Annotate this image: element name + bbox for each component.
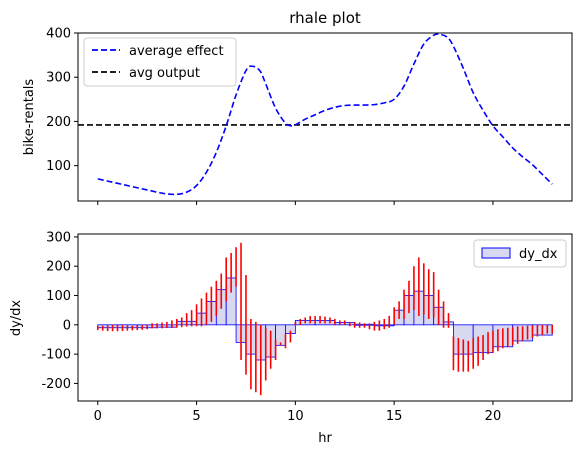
top-legend: average effect avg output bbox=[83, 37, 237, 87]
bottom-x-tick-label: 5 bbox=[192, 409, 200, 424]
bottom-x-tick-label: 10 bbox=[287, 409, 304, 424]
bottom-x-tick-label: 15 bbox=[386, 409, 403, 424]
top-panel: rhale plot bike-rentals 100 200 300 400 ave… bbox=[22, 9, 573, 205]
bottom-x-tick-label: 20 bbox=[485, 409, 502, 424]
top-y-axis-ticks: 100 200 300 400 bbox=[46, 27, 78, 174]
top-y-tick-label: 300 bbox=[46, 71, 71, 86]
bottom-y-tick-label: -100 bbox=[41, 348, 71, 363]
bottom-x-tick-label: 0 bbox=[94, 409, 102, 424]
bottom-y-tick-label: 200 bbox=[46, 260, 71, 275]
bottom-y-tick-label: 0 bbox=[63, 318, 71, 333]
top-y-tick-label: 400 bbox=[46, 27, 71, 42]
legend-dy-dx-label: dy_dx bbox=[519, 247, 558, 262]
dy-dx-bar bbox=[275, 324, 286, 346]
bottom-plot-area bbox=[96, 242, 554, 396]
top-y-axis-label: bike-rentals bbox=[22, 79, 37, 156]
top-plot-area bbox=[78, 33, 572, 196]
bottom-x-axis-label: hr bbox=[318, 431, 332, 446]
bottom-panel: dy/dx hr 0 5 10 15 20 -200 -100 0 100 200 300 dy_… bbox=[9, 230, 573, 446]
legend-avg-output-label: avg output bbox=[129, 66, 200, 81]
bottom-legend: dy_dx bbox=[473, 239, 567, 268]
bottom-y-axis-label: dy/dx bbox=[9, 300, 24, 337]
legend-dy-dx-swatch bbox=[481, 247, 511, 259]
top-chart-title: rhale plot bbox=[289, 9, 361, 27]
bottom-y-tick-label: -200 bbox=[41, 377, 71, 392]
bottom-legend-box bbox=[473, 239, 567, 268]
top-axes-frame bbox=[77, 32, 573, 202]
bottom-x-axis-ticks: 0 5 10 15 20 bbox=[94, 401, 502, 424]
bottom-axes-frame bbox=[77, 233, 573, 402]
legend-average-effect-label: average effect bbox=[129, 44, 224, 59]
bottom-y-tick-label: 100 bbox=[46, 289, 71, 304]
top-legend-box bbox=[83, 37, 237, 87]
bottom-y-tick-label: 300 bbox=[46, 230, 71, 245]
top-y-tick-label: 100 bbox=[46, 159, 71, 174]
bottom-y-axis-ticks: -200 -100 0 100 200 300 bbox=[41, 230, 78, 392]
average-effect-line bbox=[97, 33, 553, 196]
top-y-tick-label: 200 bbox=[46, 115, 71, 130]
top-x-axis-ticks bbox=[97, 201, 494, 205]
